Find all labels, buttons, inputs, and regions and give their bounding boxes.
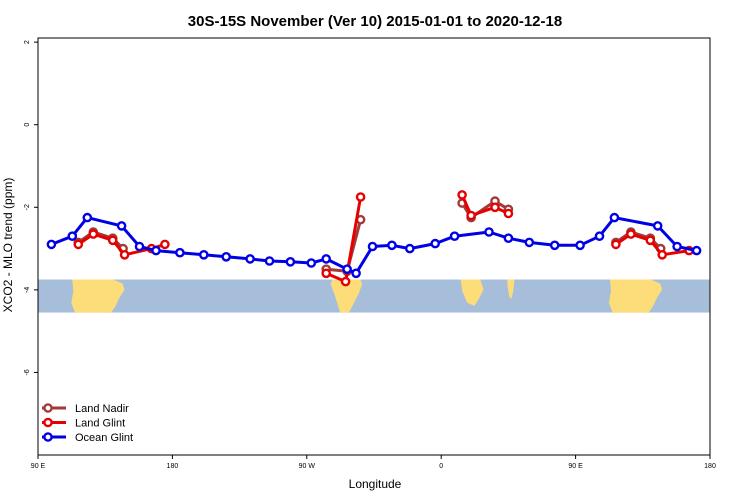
legend-item: Land Glint xyxy=(42,418,125,430)
series-ocean-glint xyxy=(46,212,702,279)
data-point xyxy=(285,256,296,267)
data-point xyxy=(367,241,378,252)
data-point xyxy=(46,239,57,250)
data-point xyxy=(321,268,332,279)
series-line xyxy=(615,230,662,250)
data-point xyxy=(466,210,476,221)
data-point xyxy=(575,240,585,251)
x-tick-label: 90 E xyxy=(568,463,583,470)
x-axis: 90 E 180 90 W 0 90 E 180 xyxy=(31,455,716,470)
y-axis-label: XCO2 - MLO trend (ppm) xyxy=(1,178,15,313)
y-tick-label: -2 xyxy=(24,204,31,210)
series-line xyxy=(460,199,510,220)
data-point xyxy=(119,249,130,260)
data-point xyxy=(306,258,317,268)
data-point xyxy=(503,208,514,219)
data-point xyxy=(609,212,620,223)
data-point xyxy=(134,241,145,252)
data-point xyxy=(342,264,352,275)
data-point xyxy=(594,231,605,241)
series-line xyxy=(77,230,125,250)
legend-marker xyxy=(43,417,53,428)
data-point xyxy=(549,240,560,251)
data-point xyxy=(82,212,93,223)
plot-frame xyxy=(37,37,711,456)
data-point xyxy=(88,229,99,239)
data-point xyxy=(340,276,351,287)
x-tick-label: 90 E xyxy=(31,463,46,470)
x-tick-label: 90 W xyxy=(299,463,316,470)
data-point xyxy=(73,239,84,250)
data-point xyxy=(355,192,366,202)
data-point xyxy=(175,247,185,258)
data-point xyxy=(524,237,535,248)
data-point xyxy=(245,254,255,264)
land-shape xyxy=(71,279,125,313)
series-line xyxy=(460,194,510,217)
map-band xyxy=(38,279,710,313)
data-point xyxy=(198,249,209,260)
data-point xyxy=(67,231,78,241)
data-point xyxy=(151,245,161,256)
data-point xyxy=(387,240,397,251)
y-tick-label: 0 xyxy=(24,123,31,127)
data-point xyxy=(221,251,231,262)
legend-item: Ocean Glint xyxy=(42,432,133,444)
data-point xyxy=(657,249,668,260)
data-point xyxy=(484,227,494,237)
data-point xyxy=(672,241,682,252)
land-shape xyxy=(330,279,363,313)
data-point xyxy=(611,239,621,250)
data-point xyxy=(321,254,332,264)
data-point xyxy=(404,243,415,254)
y-tick-label: -6 xyxy=(24,369,31,375)
data-point xyxy=(430,238,441,249)
legend-label: Ocean Glint xyxy=(75,432,133,444)
chart-title: 30S-15S November (Ver 10) 2015-01-01 to … xyxy=(188,13,562,30)
data-point xyxy=(264,256,275,266)
legend-label: Land Glint xyxy=(75,418,125,430)
data-point xyxy=(645,235,656,246)
map-land xyxy=(71,279,663,313)
data-point xyxy=(160,239,170,250)
data-point xyxy=(449,231,460,241)
y-axis: 2 0 -2 -4 -6 xyxy=(24,40,38,376)
series-land-nadir xyxy=(73,196,666,277)
legend-item: Land Nadir xyxy=(42,403,129,415)
legend-label: Land Nadir xyxy=(75,403,129,415)
y-tick-label: 2 xyxy=(24,40,31,44)
legend: Land Nadir Land Glint Ocean Glint xyxy=(42,403,133,444)
land-shape xyxy=(608,279,663,313)
data-point xyxy=(490,202,500,213)
data-point xyxy=(351,268,361,279)
land-shape xyxy=(507,279,515,300)
map-ocean xyxy=(38,279,710,313)
x-tick-label: 180 xyxy=(704,463,716,470)
data-point xyxy=(116,221,127,231)
y-tick-label: -4 xyxy=(24,287,31,293)
data-point xyxy=(503,233,514,243)
x-axis-label: Longitude xyxy=(349,477,402,491)
data-point xyxy=(652,221,663,231)
data-point xyxy=(691,245,702,256)
land-shape xyxy=(460,279,484,306)
data-point xyxy=(626,229,636,239)
data-point xyxy=(457,190,467,200)
series-land-glint xyxy=(73,190,694,287)
x-tick-label: 0 xyxy=(439,463,443,470)
legend-marker xyxy=(43,403,53,413)
legend-marker xyxy=(43,432,53,442)
series-layer xyxy=(46,190,702,287)
x-tick-label: 180 xyxy=(167,463,179,470)
data-point xyxy=(107,235,118,246)
